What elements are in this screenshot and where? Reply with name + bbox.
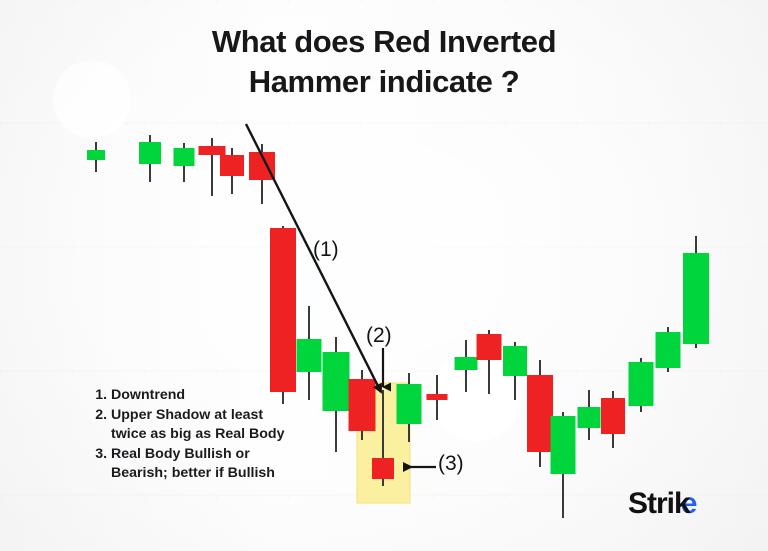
candlestick — [683, 236, 709, 348]
candlestick — [426, 375, 448, 420]
candlestick — [655, 327, 681, 372]
candle-body-bull — [683, 253, 709, 344]
strike-logo: Strik e — [628, 487, 698, 521]
candlestick-series — [87, 135, 709, 518]
candlestick — [296, 306, 322, 400]
candlestick — [270, 226, 296, 404]
candlestick — [527, 360, 553, 467]
candlestick — [503, 342, 527, 400]
candlestick — [198, 138, 226, 196]
candle-body-bull — [454, 357, 478, 370]
logo-wordmark-dark: Strik — [628, 487, 691, 520]
candle-body-bull — [87, 150, 105, 160]
annotation-label-3: (3) — [438, 452, 464, 475]
candle-body-bear — [270, 228, 296, 392]
candle-body-bear — [476, 334, 502, 360]
candle-body-bull — [655, 332, 681, 368]
candle-body-bull — [577, 407, 601, 428]
page-title-line-1: What does Red Inverted — [211, 24, 557, 59]
candle-body-bull — [396, 384, 422, 424]
candle-body-bear — [348, 379, 376, 431]
candlestick — [220, 148, 244, 194]
candle-body-bear — [527, 375, 553, 452]
downtrend-line — [244, 123, 383, 394]
candlestick-inverted-hammer — [372, 390, 394, 486]
candle-body-bear — [198, 146, 226, 155]
candle-body-bear — [601, 398, 625, 434]
page-title: What does Red Inverted Hammer indicate ? — [0, 22, 768, 101]
candlestick — [87, 142, 105, 172]
criteria-ordered-list: DowntrendUpper Shadow at least twice as … — [92, 386, 292, 483]
annotation-label-1: (1) — [313, 238, 339, 261]
candle-body-bear — [426, 394, 448, 400]
pattern-criteria-list: DowntrendUpper Shadow at least twice as … — [92, 386, 292, 484]
candlestick — [396, 373, 422, 442]
candlestick — [476, 330, 502, 394]
page-title-line-2: Hammer indicate ? — [248, 63, 520, 99]
candlestick — [139, 135, 161, 182]
candlestick — [550, 412, 576, 518]
logo-wordmark-accent: e — [680, 487, 698, 520]
candle-body-bear — [372, 458, 394, 479]
criteria-item-3: Real Body Bullish or Bearish; better if … — [111, 445, 292, 483]
candlestick — [577, 390, 601, 440]
candle-body-bull — [173, 148, 195, 166]
annotation-label-2: (2) — [366, 324, 392, 347]
candlestick — [348, 370, 376, 440]
candle-body-bull — [503, 346, 527, 376]
candle-body-bull — [139, 142, 161, 164]
candlestick — [628, 358, 654, 412]
candle-body-bull — [628, 362, 654, 406]
candle-body-bull — [550, 416, 576, 474]
candle-body-bear — [220, 155, 244, 176]
candle-body-bull — [322, 352, 350, 411]
candlestick — [173, 143, 195, 182]
criteria-item-1: Downtrend — [111, 386, 292, 405]
candlestick — [601, 391, 625, 448]
criteria-item-2: Upper Shadow at least twice as big as Re… — [111, 406, 292, 444]
candle-body-bull — [296, 339, 322, 372]
candlestick — [322, 337, 350, 452]
candlestick — [454, 340, 478, 392]
